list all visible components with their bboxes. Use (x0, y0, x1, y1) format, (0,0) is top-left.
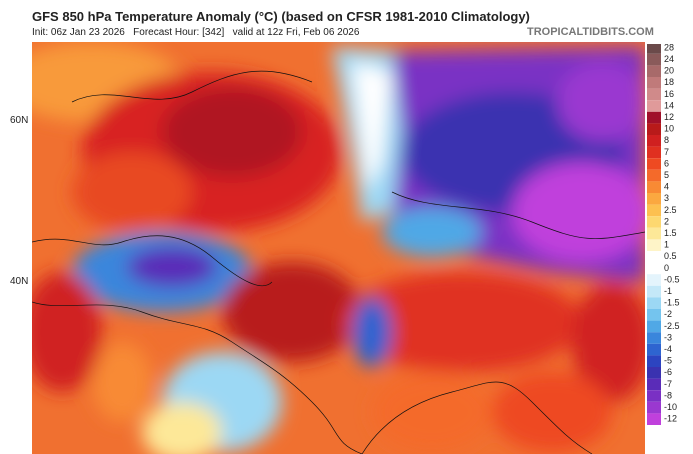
colorbar-label: 6 (664, 158, 669, 168)
colorbar-swatch (647, 100, 661, 112)
colorbar-swatch (647, 169, 661, 182)
colorbar-label: 20 (664, 66, 674, 76)
colorbar-swatch (647, 227, 661, 240)
colorbar-swatch (647, 378, 661, 391)
colorbar-label: -2 (664, 309, 672, 319)
colorbar-swatch (647, 158, 661, 170)
colorbar-swatch (647, 309, 661, 321)
lat-label: 40N (10, 276, 29, 287)
colorbar-label: -1 (664, 286, 672, 296)
colorbar-label: 2.5 (664, 205, 677, 215)
colorbar-swatch (647, 181, 661, 193)
colorbar-swatch (647, 88, 661, 101)
colorbar-label: 24 (664, 54, 674, 64)
colorbar-swatch (647, 146, 661, 159)
colorbar-swatch (647, 413, 661, 425)
colorbar-label: 0 (664, 263, 669, 273)
colorbar-label: 0.5 (664, 251, 677, 261)
colorbar-label: 5 (664, 170, 669, 180)
colorbar-swatch (647, 262, 661, 275)
colorbar-swatch (647, 65, 661, 77)
colorbar-label: -12 (664, 414, 677, 424)
colorbar-swatch (647, 285, 661, 298)
colorbar-label: 16 (664, 89, 674, 99)
colorbar-label: 28 (664, 44, 674, 52)
colorbar-swatch (647, 343, 661, 356)
colorbar-swatch (647, 297, 661, 309)
colorbar-label: 1.5 (664, 228, 677, 238)
colorbar-swatch (647, 274, 661, 286)
colorbar-swatch (647, 123, 661, 135)
colorbar-swatch (647, 135, 661, 147)
colorbar-swatch (647, 44, 661, 54)
colorbar-label: -5 (664, 356, 672, 366)
colorbar-swatch (647, 367, 661, 379)
subtitle: Init: 06z Jan 23 2026 Forecast Hour: [34… (32, 27, 360, 38)
colorbar-label: 3 (664, 193, 669, 203)
colorbar-label: 10 (664, 124, 674, 134)
colorbar-swatch (647, 239, 661, 251)
colorbar-swatch (647, 355, 661, 367)
title: GFS 850 hPa Temperature Anomaly (°C) (ba… (32, 9, 530, 24)
colorbar-label: -10 (664, 402, 677, 412)
colorbar-swatch (647, 193, 661, 205)
colorbar-label: 14 (664, 100, 674, 110)
colorbar-swatch (647, 77, 661, 89)
colorbar-label: 7 (664, 147, 669, 157)
colorbar-label: -0.5 (664, 274, 680, 284)
colorbar-label: 8 (664, 135, 669, 145)
colorbar-label: -2.5 (664, 321, 680, 331)
colorbar-label: 18 (664, 77, 674, 87)
colorbar-swatch (647, 251, 661, 263)
map (32, 42, 645, 454)
colorbar-label: -7 (664, 379, 672, 389)
colorbar-swatch (647, 53, 661, 66)
colorbar-label: -4 (664, 344, 672, 354)
colorbar-swatch (647, 204, 661, 217)
colorbar-label: -6 (664, 367, 672, 377)
colorbar-label: 1 (664, 240, 669, 250)
colorbar-swatch (647, 332, 661, 344)
colorbar-label: 4 (664, 182, 669, 192)
colorbar-swatch (647, 390, 661, 402)
anomaly-field (32, 42, 645, 454)
lat-label: 60N (10, 115, 29, 126)
colorbar-label: 12 (664, 112, 674, 122)
coastlines (32, 70, 645, 454)
colorbar-label: 2 (664, 216, 669, 226)
colorbar-swatch (647, 111, 661, 124)
colorbar-label: -1.5 (664, 298, 680, 308)
colorbar-label: -3 (664, 332, 672, 342)
colorbar-swatch (647, 401, 661, 414)
watermark: TROPICALTIDBITS.COM (527, 26, 654, 38)
colorbar-label: -8 (664, 390, 672, 400)
colorbar-swatch (647, 216, 661, 228)
colorbar-swatch (647, 320, 661, 333)
